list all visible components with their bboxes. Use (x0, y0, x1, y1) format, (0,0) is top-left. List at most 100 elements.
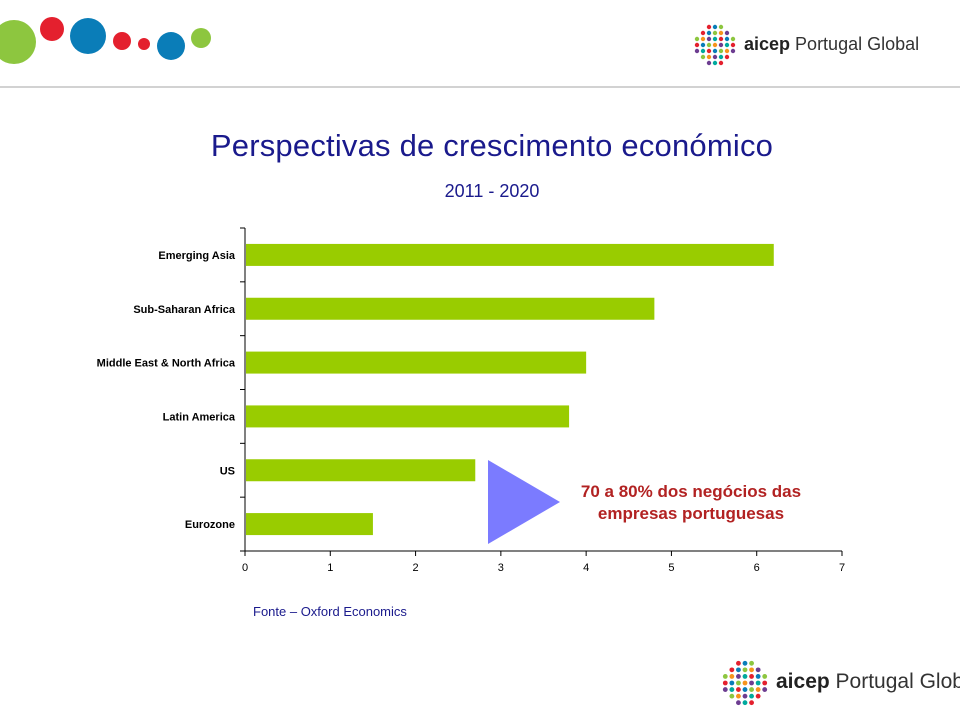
logo-dot (736, 660, 741, 666)
bar (246, 243, 774, 266)
logo-dot (762, 680, 768, 686)
logo-dot (706, 60, 712, 66)
logo-dot (755, 667, 761, 673)
decor-dot (0, 20, 36, 64)
logo-dot (724, 30, 730, 36)
logo-dot (755, 693, 761, 699)
footer-brand-suffix: Portugal Global (835, 670, 960, 693)
logo-dot (736, 680, 741, 686)
logo-dot (742, 660, 748, 666)
slide-subtitle: 2011 - 2020 (444, 181, 540, 201)
header-logo: aicep Portugal Global (694, 24, 919, 66)
x-tick-label: 7 (839, 562, 845, 574)
logo-dot (724, 42, 730, 48)
logo-dot (694, 48, 700, 54)
logo-dot (700, 48, 706, 54)
footer-brand-name: aicep (776, 670, 830, 693)
callout-line-1: 70 a 80% dos negócios das (580, 482, 802, 501)
logo-dot (762, 687, 768, 692)
logo-dot (749, 687, 754, 692)
logo-dot (749, 660, 754, 666)
logo-dot (736, 674, 741, 679)
callout-text: 70 a 80% dos negócios das empresas portu… (560, 481, 822, 525)
logo-dot (729, 680, 735, 686)
logo-dot (712, 24, 718, 30)
logo-dot (742, 667, 748, 673)
logo-dot (729, 693, 735, 699)
category-label: Latin America (163, 411, 236, 423)
logo-dot (712, 42, 718, 48)
logo-dot (736, 687, 741, 692)
logo-dot (712, 30, 718, 36)
header-brand-suffix: Portugal Global (795, 34, 920, 54)
x-tick-label: 0 (242, 562, 248, 574)
logo-dot (749, 680, 754, 686)
callout-arrow-icon (488, 460, 560, 544)
callout-line-2: empresas portuguesas (597, 504, 785, 523)
decor-dot (157, 32, 185, 60)
logo-dot (742, 687, 748, 692)
category-label: US (220, 465, 235, 477)
logo-dot (749, 693, 754, 699)
header-dots-decoration (0, 17, 211, 64)
logo-dot (729, 674, 735, 679)
footer-logo: aicep Portugal Global (722, 660, 960, 706)
logo-dot (749, 667, 754, 673)
logo-dot (729, 687, 735, 692)
decor-dot (191, 28, 211, 48)
logo-dot (718, 30, 724, 36)
decor-dot (40, 17, 64, 41)
logo-dot (718, 42, 724, 48)
logo-dot (700, 30, 706, 36)
logo-dot (694, 36, 700, 42)
logo-dot (700, 42, 706, 48)
header-brand-name: aicep (744, 34, 791, 54)
x-tick-label: 4 (583, 562, 589, 574)
logo-dot (706, 24, 712, 30)
logo-dot (706, 30, 712, 36)
growth-bar-chart: Emerging Asia Sub-Saharan Africa Middle Ea… (97, 227, 845, 574)
decor-dot (113, 32, 131, 50)
logo-dot (718, 36, 724, 42)
decor-dot (70, 18, 106, 54)
logo-dot (718, 54, 724, 60)
source-note: Fonte – Oxford Economics (253, 604, 407, 619)
logo-dot (742, 700, 748, 706)
x-tick-label: 6 (754, 562, 760, 574)
logo-dot (722, 674, 728, 679)
logo-dot (755, 674, 761, 679)
logo-dot (706, 42, 712, 48)
logo-dot (722, 680, 728, 686)
logo-dot (724, 48, 730, 54)
logo-dot (706, 36, 712, 42)
logo-dot (736, 693, 741, 699)
category-label: Eurozone (185, 519, 235, 531)
x-tick-label: 5 (668, 562, 674, 574)
category-label: Sub-Saharan Africa (133, 304, 236, 316)
logo-dot (724, 36, 730, 42)
logo-dot (706, 54, 712, 60)
logo-dot (742, 693, 748, 699)
logo-dot (749, 674, 754, 679)
logo-dot (712, 60, 718, 66)
slide-title: Perspectivas de crescimento económico (210, 128, 774, 163)
logo-dot (762, 674, 768, 679)
logo-dot (730, 48, 736, 54)
decor-dot (138, 38, 150, 50)
logo-dot (736, 700, 741, 706)
logo-dot (700, 36, 706, 42)
logo-dot (718, 24, 724, 30)
bar (246, 513, 373, 536)
header-divider (0, 86, 960, 88)
category-label: Middle East & North Africa (97, 358, 236, 370)
logo-dot (706, 48, 712, 54)
x-tick-label: 1 (327, 562, 333, 574)
category-label: Emerging Asia (158, 250, 235, 262)
logo-dot (742, 674, 748, 679)
logo-dot (755, 687, 761, 692)
aicep-logo-icon (694, 24, 736, 66)
x-tick-label: 2 (413, 562, 419, 574)
bar (246, 351, 587, 374)
logo-dot (755, 680, 761, 686)
logo-dot (730, 42, 736, 48)
